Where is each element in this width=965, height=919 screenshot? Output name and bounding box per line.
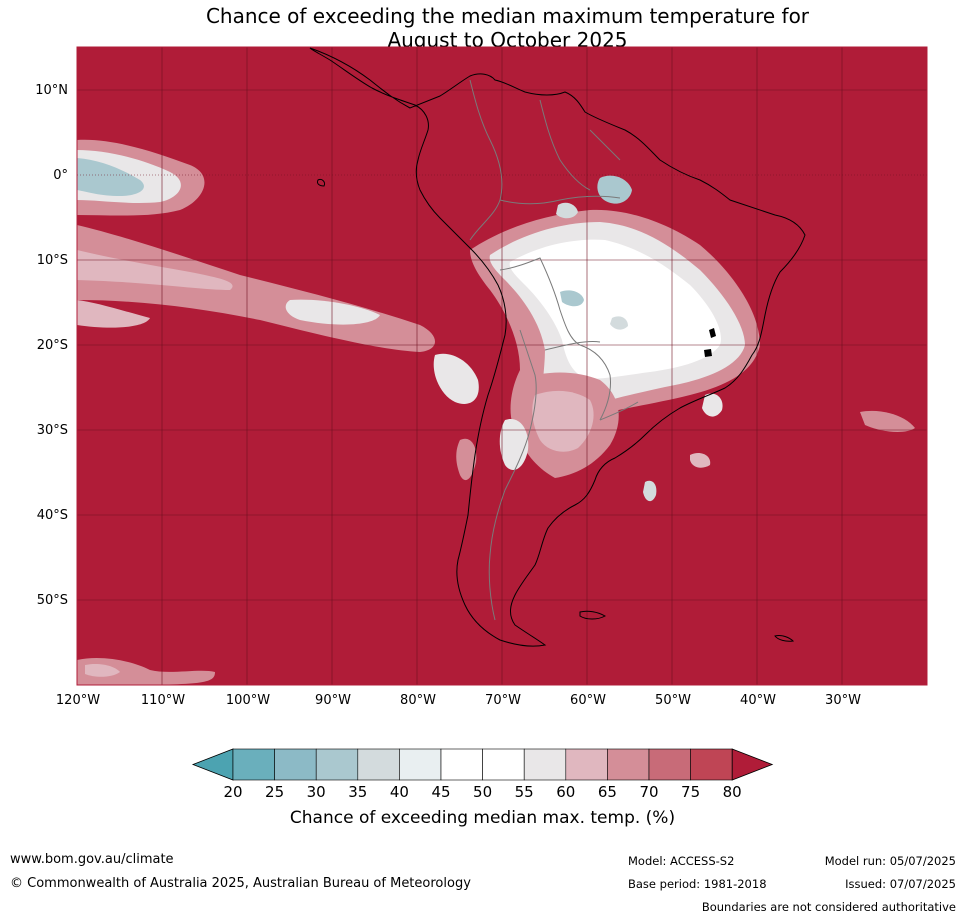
- model-name: Model: ACCESS-S2: [628, 854, 735, 868]
- colorbar-tick-80: 80: [722, 783, 742, 801]
- pacific-band-equator-core: [77, 158, 144, 196]
- colorbar-tick-65: 65: [597, 783, 617, 801]
- galapagos: [317, 179, 325, 187]
- coastlines: [309, 47, 806, 647]
- offshore-patch: [433, 353, 479, 404]
- lon-label-50w: 50°W: [655, 693, 691, 708]
- colorbar-tick-60: 60: [556, 783, 576, 801]
- south-west-patch-inner: [85, 663, 120, 677]
- lon-label-40w: 40°W: [740, 693, 776, 708]
- colorbar-tick-35: 35: [348, 783, 368, 801]
- lat-label-30s: 30°S: [36, 423, 68, 438]
- atlantic-patch-2: [643, 480, 657, 502]
- probability-field: [77, 139, 915, 685]
- south-west-patch: [77, 658, 215, 685]
- south-georgia: [774, 635, 795, 642]
- colorbar-tick-50: 50: [473, 783, 493, 801]
- lat-label-40s: 40°S: [36, 508, 68, 523]
- argentina-field-inner: [532, 390, 594, 452]
- brazil-field-core: [509, 239, 721, 379]
- brazil-cool-spot-4: [610, 316, 628, 330]
- colorbar-tick-40: 40: [389, 783, 409, 801]
- colorbar-tick-20: 20: [223, 783, 243, 801]
- lat-label-50s: 50°S: [36, 593, 68, 608]
- lon-label-100w: 100°W: [225, 693, 271, 708]
- colorbar-tick-75: 75: [681, 783, 701, 801]
- lon-label-30w: 30°W: [825, 693, 861, 708]
- website-url[interactable]: www.bom.gov.au/climate: [10, 852, 174, 867]
- lat-label-0: 0°: [53, 168, 68, 183]
- colorbar-tick-30: 30: [306, 783, 326, 801]
- base-period: Base period: 1981-2018: [628, 877, 767, 891]
- lon-label-60w: 60°W: [570, 693, 606, 708]
- issued-date: Issued: 07/07/2025: [845, 877, 956, 891]
- colorbar-label: Chance of exceeding median max. temp. (%…: [289, 808, 676, 828]
- lon-label-120w: 120°W: [55, 693, 101, 708]
- pacific-band-west-patch: [77, 300, 150, 328]
- falklands: [579, 610, 607, 620]
- lon-label-70w: 70°W: [485, 693, 521, 708]
- country-borders: [469, 79, 639, 621]
- colorbar-tick-55: 55: [514, 783, 534, 801]
- chile-coast-patch: [456, 438, 477, 481]
- atlantic-patch-1: [702, 393, 723, 417]
- colorbar-tick-45: 45: [431, 783, 451, 801]
- copyright-text: © Commonwealth of Australia 2025, Austra…: [10, 876, 471, 891]
- atlantic-patch-4: [690, 453, 711, 468]
- lon-label-80w: 80°W: [400, 693, 436, 708]
- brazil-cool-spot-3: [556, 202, 578, 219]
- pacific-band-south-patch: [285, 299, 380, 325]
- map-title: Chance of exceeding the median maximum t…: [0, 4, 965, 52]
- argentina-strip: [499, 419, 529, 470]
- lat-label-20s: 20°S: [36, 338, 68, 353]
- colorbar-tick-70: 70: [639, 783, 659, 801]
- boundary-disclaimer: Boundaries are not considered authoritat…: [701, 900, 956, 914]
- lon-label-110w: 110°W: [140, 693, 186, 708]
- model-run: Model run: 05/07/2025: [824, 854, 956, 868]
- title-line-1: Chance of exceeding the median maximum t…: [205, 4, 810, 28]
- brazil-cool-spot-1: [560, 290, 584, 307]
- south-america-coastline: [309, 47, 806, 647]
- lon-label-90w: 90°W: [315, 693, 351, 708]
- atlantic-patch-3: [860, 410, 915, 432]
- lat-label-10s: 10°S: [36, 253, 68, 268]
- inland-features: [704, 328, 716, 357]
- colorbar-tick-25: 25: [265, 783, 285, 801]
- lat-label-10n: 10°N: [35, 83, 68, 98]
